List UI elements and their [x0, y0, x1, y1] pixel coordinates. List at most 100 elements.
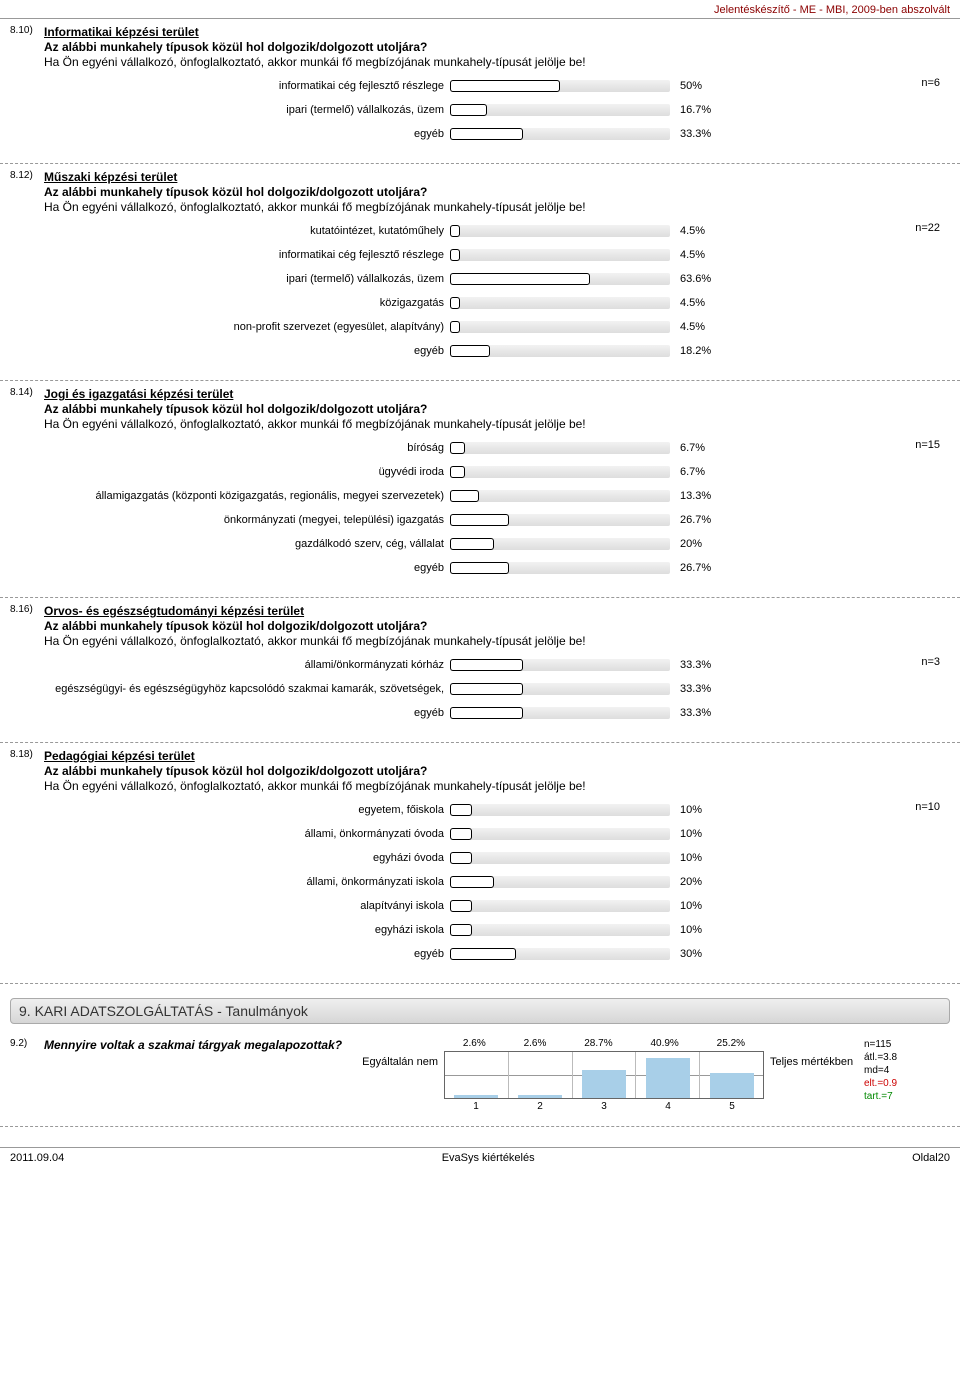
bar-track: [450, 466, 670, 478]
bar-pct: 20%: [670, 876, 730, 888]
bar-label: bíróság: [10, 442, 450, 454]
page-header: Jelentéskészítő - ME - MBI, 2009-ben abs…: [0, 0, 960, 19]
likert-num: 9.2): [10, 1038, 44, 1049]
bar-label: egyetem, főiskola: [10, 804, 450, 816]
bar-label: gazdálkodó szerv, cég, vállalat: [10, 538, 450, 550]
title-line2: Az alábbi munkahely típusok közül hol do…: [44, 402, 950, 416]
stat-n: n=115: [864, 1038, 944, 1051]
bar-bg: [450, 442, 670, 454]
bar-track: [450, 804, 670, 816]
bar-row: közigazgatás 4.5%: [10, 294, 950, 312]
bar-row: kutatóintézet, kutatóműhely 4.5%: [10, 222, 950, 240]
bar-pct: 26.7%: [670, 514, 730, 526]
bar-label: non-profit szervezet (egyesület, alapítv…: [10, 321, 450, 333]
bar-pct: 10%: [670, 924, 730, 936]
bar-fill: [450, 225, 460, 237]
bar-fill: [450, 297, 460, 309]
bar-track: [450, 225, 670, 237]
bar-label: egyházi iskola: [10, 924, 450, 936]
bar-label: önkormányzati (megyei, települési) igazg…: [10, 514, 450, 526]
bar-label: ipari (termelő) vállalkozás, üzem: [10, 104, 450, 116]
bar-row: ipari (termelő) vállalkozás, üzem 63.6%: [10, 270, 950, 288]
bar-pct: 30%: [670, 948, 730, 960]
likert-cell: [509, 1052, 573, 1098]
bar-row: egyéb 33.3%: [10, 125, 950, 143]
question-block: 8.18) Pedagógiai képzési terület Az aláb…: [0, 743, 960, 984]
n-badge: n=3: [921, 656, 940, 668]
bar-label: egyéb: [10, 562, 450, 574]
bar-row: önkormányzati (megyei, települési) igazg…: [10, 511, 950, 529]
likert-question: Mennyire voltak a szakmai tárgyak megala…: [44, 1038, 354, 1052]
likert-pct: 40.9%: [650, 1038, 678, 1049]
question-number: 8.16): [10, 604, 44, 615]
bar-row: egyéb 26.7%: [10, 559, 950, 577]
bar-fill: [450, 273, 590, 285]
bar-track: [450, 876, 670, 888]
question-title: Pedagógiai képzési terület Az alábbi mun…: [44, 749, 950, 793]
bar-label: egyéb: [10, 707, 450, 719]
bar-row: egyházi iskola 10%: [10, 921, 950, 939]
bar-fill: [450, 321, 460, 333]
bar-pct: 33.3%: [670, 707, 730, 719]
question-title: Informatikai képzési terület Az alábbi m…: [44, 25, 950, 69]
bar-row: állami, önkormányzati iskola 20%: [10, 873, 950, 891]
bar-fill: [450, 562, 509, 574]
bar-row: egyéb 18.2%: [10, 342, 950, 360]
bars-area: n=15 bíróság 6.7% ügyvédi iroda 6.7% á: [10, 439, 950, 577]
bar-label: egyéb: [10, 948, 450, 960]
bar-label: informatikai cég fejlesztő részlege: [10, 249, 450, 261]
bar-fill: [450, 924, 472, 936]
question-block: 8.14) Jogi és igazgatási képzési terület…: [0, 381, 960, 598]
bar-fill: [450, 514, 509, 526]
bar-label: egyházi óvoda: [10, 852, 450, 864]
title-main: Pedagógiai képzési terület: [44, 749, 950, 763]
stat-tart: tart.=7: [864, 1090, 944, 1103]
bar-bg: [450, 249, 670, 261]
bar-pct: 18.2%: [670, 345, 730, 357]
n-badge: n=22: [915, 222, 940, 234]
likert-chart: 2.6%2.6%28.7%40.9%25.2% 12345: [444, 1038, 764, 1112]
bar-row: informatikai cég fejlesztő részlege 4.5%: [10, 246, 950, 264]
bar-pct: 33.3%: [670, 683, 730, 695]
question-block: 8.12) Műszaki képzési terület Az alábbi …: [0, 164, 960, 381]
question-number: 8.14): [10, 387, 44, 398]
n-badge: n=10: [915, 801, 940, 813]
bar-pct: 10%: [670, 804, 730, 816]
title-line3: Ha Ön egyéni vállalkozó, önfoglalkoztató…: [44, 200, 950, 214]
bar-fill: [450, 442, 465, 454]
bar-bg: [450, 297, 670, 309]
bar-label: egészségügyi- és egészségügyhöz kapcsoló…: [10, 683, 450, 695]
likert-pct: 28.7%: [584, 1038, 612, 1049]
bar-track: [450, 852, 670, 864]
bar-track: [450, 273, 670, 285]
bar-row: non-profit szervezet (egyesület, alapítv…: [10, 318, 950, 336]
bar-track: [450, 562, 670, 574]
bar-bg: [450, 900, 670, 912]
title-line3: Ha Ön egyéni vállalkozó, önfoglalkoztató…: [44, 417, 950, 431]
stat-md: md=4: [864, 1064, 944, 1077]
bar-fill: [450, 466, 465, 478]
question-number: 8.18): [10, 749, 44, 760]
likert-block: 9.2) Mennyire voltak a szakmai tárgyak m…: [0, 1030, 960, 1127]
likert-cell: [445, 1052, 509, 1098]
bar-track: [450, 104, 670, 116]
bar-track: [450, 514, 670, 526]
question-block: 8.10) Informatikai képzési terület Az al…: [0, 19, 960, 164]
title-line2: Az alábbi munkahely típusok közül hol do…: [44, 764, 950, 778]
bar-bg: [450, 804, 670, 816]
bar-fill: [450, 538, 494, 550]
bars-area: n=10 egyetem, főiskola 10% állami, önkor…: [10, 801, 950, 963]
footer-left: 2011.09.04: [10, 1152, 64, 1164]
bar-label: állami, önkormányzati óvoda: [10, 828, 450, 840]
bar-track: [450, 128, 670, 140]
bar-fill: [450, 80, 560, 92]
bar-label: ügyvédi iroda: [10, 466, 450, 478]
bar-row: ipari (termelő) vállalkozás, üzem 16.7%: [10, 101, 950, 119]
bar-bg: [450, 490, 670, 502]
bar-pct: 4.5%: [670, 321, 730, 333]
stat-atl: átl.=3.8: [864, 1051, 944, 1064]
bar-track: [450, 924, 670, 936]
likert-bar: [518, 1095, 562, 1098]
bar-fill: [450, 900, 472, 912]
likert-pct: 25.2%: [717, 1038, 745, 1049]
